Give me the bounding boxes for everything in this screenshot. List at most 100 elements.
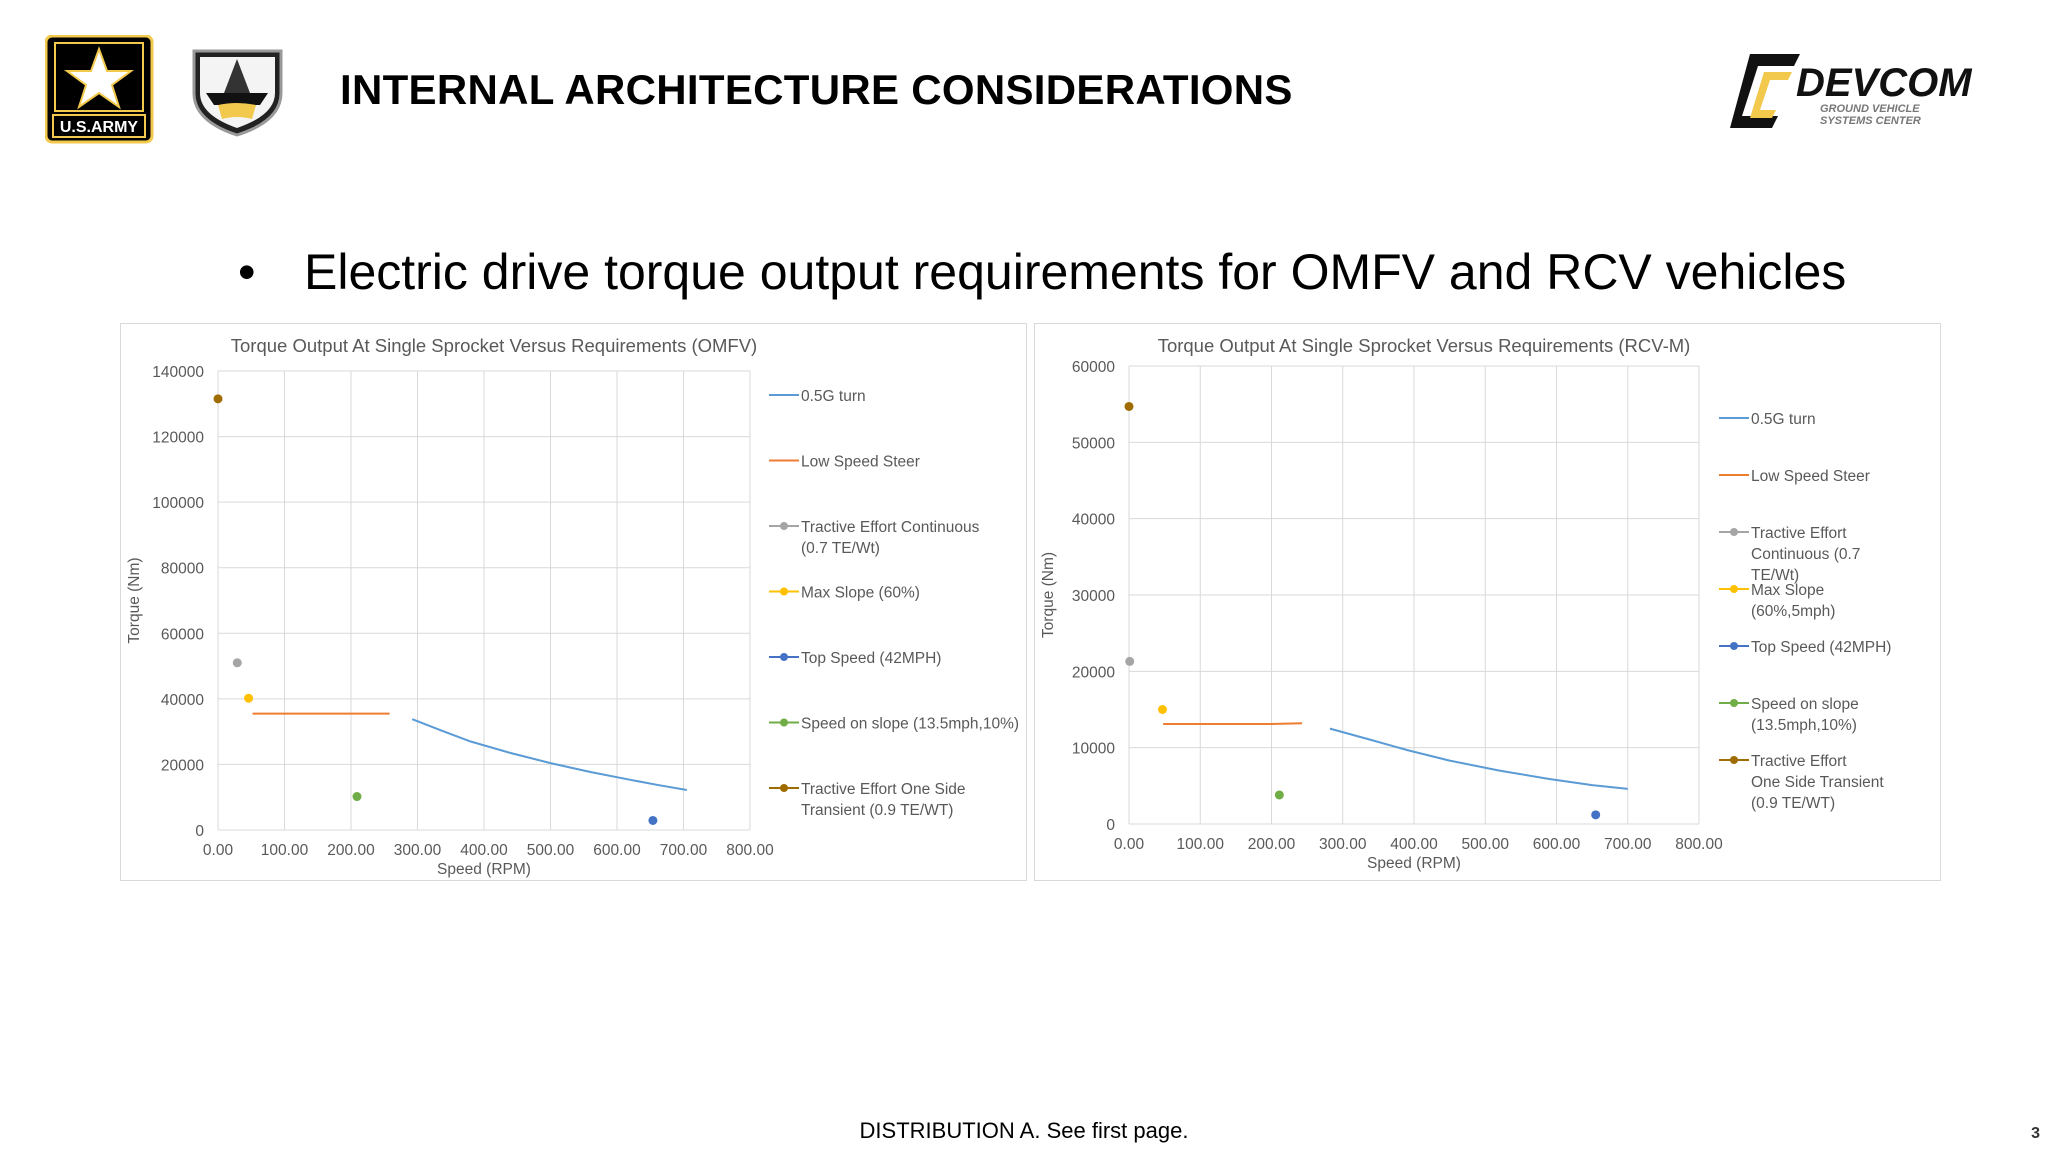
legend-label: Transient (0.9 TE/WT) bbox=[801, 802, 953, 819]
x-tick-label: 0.00 bbox=[1114, 836, 1145, 853]
x-tick-label: 700.00 bbox=[660, 842, 708, 859]
legend-label: (60%,5mph) bbox=[1751, 603, 1835, 620]
data-point bbox=[648, 815, 658, 825]
data-point bbox=[244, 693, 254, 703]
rcv-torque-chart: 0 10000 20000 30000 40000 50000 60000 0.00 100.0… bbox=[1034, 323, 1941, 881]
data-point bbox=[1124, 401, 1134, 411]
legend-label: Tractive Effort bbox=[1751, 525, 1847, 542]
legend-marker bbox=[1730, 642, 1738, 650]
x-tick-label: 400.00 bbox=[1390, 836, 1438, 853]
legend-label: Continuous (0.7 bbox=[1751, 546, 1860, 563]
x-tick-label: 800.00 bbox=[726, 842, 774, 859]
legend-label: Speed on slope (13.5mph,10%) bbox=[801, 716, 1019, 733]
devcom-subtitle-2: SYSTEMS CENTER bbox=[1820, 115, 1921, 127]
x-tick-label: 0.00 bbox=[203, 842, 234, 859]
x-tick-label: 200.00 bbox=[1248, 836, 1296, 853]
data-point bbox=[1591, 810, 1601, 820]
legend-label: (0.7 TE/Wt) bbox=[801, 540, 880, 557]
y-tick-label: 40000 bbox=[1072, 512, 1115, 529]
data-point bbox=[232, 658, 242, 668]
chart-title: Torque Output At Single Sprocket Versus … bbox=[231, 335, 757, 356]
distribution-statement: DISTRIBUTION A. See first page. bbox=[859, 1118, 1189, 1143]
y-tick-label: 60000 bbox=[1072, 359, 1115, 376]
legend-label: Speed on slope bbox=[1751, 696, 1859, 713]
omfv-torque-chart: 0 20000 40000 60000 80000 100000 120000 140000 0… bbox=[120, 323, 1027, 881]
page-number: 3 bbox=[2031, 1125, 2040, 1142]
x-tick-label: 800.00 bbox=[1675, 836, 1723, 853]
series-line bbox=[411, 718, 687, 791]
legend-marker bbox=[780, 587, 788, 596]
data-point bbox=[352, 792, 362, 802]
legend-label: Max Slope (60%) bbox=[801, 585, 920, 602]
legend-label: One Side Transient bbox=[1751, 774, 1884, 791]
data-point bbox=[1157, 705, 1167, 714]
x-tick-label: 700.00 bbox=[1604, 836, 1652, 853]
series-line bbox=[1163, 722, 1303, 725]
data-point bbox=[213, 394, 223, 404]
legend-marker bbox=[1730, 528, 1738, 536]
y-tick-label: 0 bbox=[195, 823, 204, 840]
y-tick-label: 30000 bbox=[1072, 588, 1115, 605]
y-tick-label: 0 bbox=[1106, 817, 1115, 834]
series-line bbox=[1329, 727, 1628, 790]
legend-label: Tractive Effort Continuous bbox=[801, 519, 980, 536]
legend-label: Tractive Effort One Side bbox=[801, 781, 966, 798]
bullet-text: Electric drive torque output requirement… bbox=[304, 244, 1847, 300]
y-axis-label: Torque (Nm) bbox=[126, 557, 143, 643]
y-tick-label: 50000 bbox=[1072, 435, 1115, 452]
us-army-logo: U.S.ARMY bbox=[45, 35, 154, 144]
rcv-chart-svg: 0 10000 20000 30000 40000 50000 60000 0.00 100.0… bbox=[1040, 335, 1891, 872]
chart-title: Torque Output At Single Sprocket Versus … bbox=[1158, 335, 1691, 356]
legend-marker bbox=[780, 653, 788, 661]
gvsc-shield-logo bbox=[192, 49, 283, 137]
x-tick-label: 200.00 bbox=[327, 842, 375, 859]
bullet-point: • Electric drive torque output requiremen… bbox=[238, 243, 1846, 301]
x-tick-label: 600.00 bbox=[1533, 836, 1581, 853]
y-axis-label: Torque (Nm) bbox=[1040, 552, 1057, 638]
x-tick-label: 500.00 bbox=[527, 842, 575, 859]
y-tick-label: 60000 bbox=[161, 626, 204, 643]
legend-label: 0.5G turn bbox=[801, 388, 866, 405]
legend-marker bbox=[1730, 756, 1738, 764]
legend-marker bbox=[780, 784, 788, 792]
x-tick-label: 100.00 bbox=[261, 842, 309, 859]
x-tick-label: 100.00 bbox=[1177, 836, 1225, 853]
legend-label: Top Speed (42MPH) bbox=[1751, 639, 1891, 656]
legend-marker bbox=[1730, 699, 1738, 707]
x-tick-label: 300.00 bbox=[394, 842, 442, 859]
y-tick-label: 20000 bbox=[161, 757, 204, 774]
legend-marker bbox=[780, 522, 788, 530]
data-point bbox=[1125, 656, 1135, 666]
legend-label: Low Speed Steer bbox=[801, 454, 920, 471]
y-tick-label: 140000 bbox=[152, 364, 204, 381]
x-axis-label: Speed (RPM) bbox=[437, 861, 531, 878]
legend-label: 0.5G turn bbox=[1751, 411, 1816, 428]
legend-marker bbox=[1730, 585, 1738, 593]
y-tick-label: 10000 bbox=[1072, 741, 1115, 758]
legend-marker bbox=[780, 718, 788, 727]
y-tick-label: 100000 bbox=[152, 495, 204, 512]
x-tick-label: 300.00 bbox=[1319, 836, 1367, 853]
legend-label: (13.5mph,10%) bbox=[1751, 717, 1857, 734]
y-tick-label: 20000 bbox=[1072, 664, 1115, 681]
army-logo-text: U.S.ARMY bbox=[60, 119, 139, 136]
legend-label: Low Speed Steer bbox=[1751, 468, 1870, 485]
legend-label: Tractive Effort bbox=[1751, 753, 1847, 770]
x-tick-label: 400.00 bbox=[460, 842, 508, 859]
omfv-chart-svg: 0 20000 40000 60000 80000 100000 120000 140000 0… bbox=[126, 335, 1019, 878]
legend-label: TE/Wt) bbox=[1751, 567, 1799, 584]
y-tick-label: 120000 bbox=[152, 430, 204, 447]
legend-label: Max Slope bbox=[1751, 582, 1824, 599]
legend-label: Top Speed (42MPH) bbox=[801, 650, 941, 667]
bullet-symbol: • bbox=[238, 244, 256, 300]
devcom-logo: DEVCOM GROUND VEHICLE SYSTEMS CENTER bbox=[1730, 54, 1973, 128]
data-point bbox=[1274, 790, 1284, 800]
devcom-subtitle-1: GROUND VEHICLE bbox=[1820, 103, 1920, 115]
y-tick-label: 40000 bbox=[161, 692, 204, 709]
y-tick-label: 80000 bbox=[161, 561, 204, 578]
devcom-logo-text: DEVCOM bbox=[1796, 61, 1973, 105]
page-title: INTERNAL ARCHITECTURE CONSIDERATIONS bbox=[340, 66, 1293, 113]
x-tick-label: 500.00 bbox=[1462, 836, 1510, 853]
x-axis-label: Speed (RPM) bbox=[1367, 855, 1461, 872]
legend-label: (0.9 TE/WT) bbox=[1751, 795, 1835, 812]
